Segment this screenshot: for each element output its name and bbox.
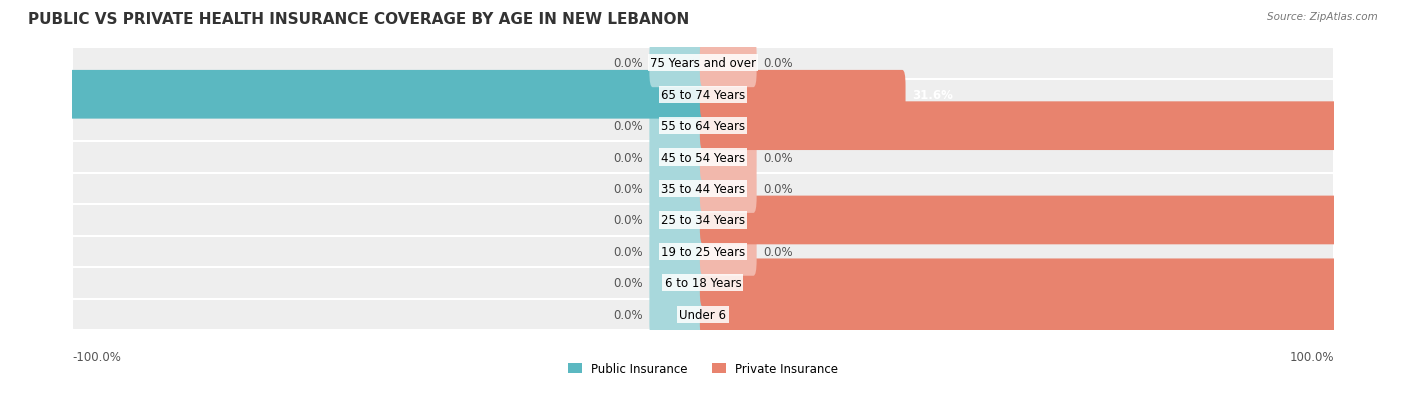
Bar	[72, 236, 1334, 268]
FancyBboxPatch shape	[700, 165, 756, 214]
Bar	[72, 268, 1334, 299]
Bar	[72, 48, 1334, 79]
Text: 100.0%: 100.0%	[1343, 277, 1392, 290]
FancyBboxPatch shape	[650, 133, 706, 182]
Text: 6 to 18 Years: 6 to 18 Years	[665, 277, 741, 290]
Text: 0.0%: 0.0%	[613, 308, 643, 321]
FancyBboxPatch shape	[650, 228, 706, 276]
Legend: Public Insurance, Private Insurance: Public Insurance, Private Insurance	[568, 362, 838, 375]
Text: 0.0%: 0.0%	[763, 151, 793, 164]
Text: 0.0%: 0.0%	[613, 277, 643, 290]
FancyBboxPatch shape	[650, 290, 706, 339]
Text: 0.0%: 0.0%	[763, 245, 793, 258]
FancyBboxPatch shape	[700, 71, 905, 119]
FancyBboxPatch shape	[650, 39, 706, 88]
Text: 0.0%: 0.0%	[613, 57, 643, 70]
FancyBboxPatch shape	[650, 102, 706, 151]
Text: 0.0%: 0.0%	[763, 183, 793, 196]
Text: 31.6%: 31.6%	[912, 88, 953, 102]
Text: 100.0%: 100.0%	[1343, 308, 1392, 321]
FancyBboxPatch shape	[650, 196, 706, 245]
Bar	[72, 173, 1334, 205]
FancyBboxPatch shape	[650, 259, 706, 307]
FancyBboxPatch shape	[700, 133, 756, 182]
FancyBboxPatch shape	[700, 259, 1337, 307]
Text: Source: ZipAtlas.com: Source: ZipAtlas.com	[1267, 12, 1378, 22]
Text: -100.0%: -100.0%	[72, 351, 121, 363]
Text: 65 to 74 Years: 65 to 74 Years	[661, 88, 745, 102]
Text: 0.0%: 0.0%	[613, 151, 643, 164]
Text: 55 to 64 Years: 55 to 64 Years	[661, 120, 745, 133]
Bar	[72, 111, 1334, 142]
Text: 19 to 25 Years: 19 to 25 Years	[661, 245, 745, 258]
Text: 0.0%: 0.0%	[763, 57, 793, 70]
Text: 0.0%: 0.0%	[613, 245, 643, 258]
Text: 0.0%: 0.0%	[613, 120, 643, 133]
Text: Under 6: Under 6	[679, 308, 727, 321]
Text: 75 Years and over: 75 Years and over	[650, 57, 756, 70]
Text: 100.0%: 100.0%	[1289, 351, 1334, 363]
FancyBboxPatch shape	[700, 39, 756, 88]
FancyBboxPatch shape	[650, 165, 706, 214]
FancyBboxPatch shape	[700, 228, 756, 276]
FancyBboxPatch shape	[700, 290, 1337, 339]
FancyBboxPatch shape	[700, 102, 1337, 151]
Bar	[72, 205, 1334, 236]
Text: 35 to 44 Years: 35 to 44 Years	[661, 183, 745, 196]
Bar	[72, 142, 1334, 173]
FancyBboxPatch shape	[69, 71, 706, 119]
Text: 100.0%: 100.0%	[14, 88, 63, 102]
Text: 0.0%: 0.0%	[613, 183, 643, 196]
Bar	[72, 79, 1334, 111]
Text: 25 to 34 Years: 25 to 34 Years	[661, 214, 745, 227]
FancyBboxPatch shape	[700, 196, 1337, 245]
Text: 45 to 54 Years: 45 to 54 Years	[661, 151, 745, 164]
Text: 100.0%: 100.0%	[1343, 120, 1392, 133]
Text: PUBLIC VS PRIVATE HEALTH INSURANCE COVERAGE BY AGE IN NEW LEBANON: PUBLIC VS PRIVATE HEALTH INSURANCE COVER…	[28, 12, 689, 27]
Text: 0.0%: 0.0%	[613, 214, 643, 227]
Text: 100.0%: 100.0%	[1343, 214, 1392, 227]
Bar	[72, 299, 1334, 330]
